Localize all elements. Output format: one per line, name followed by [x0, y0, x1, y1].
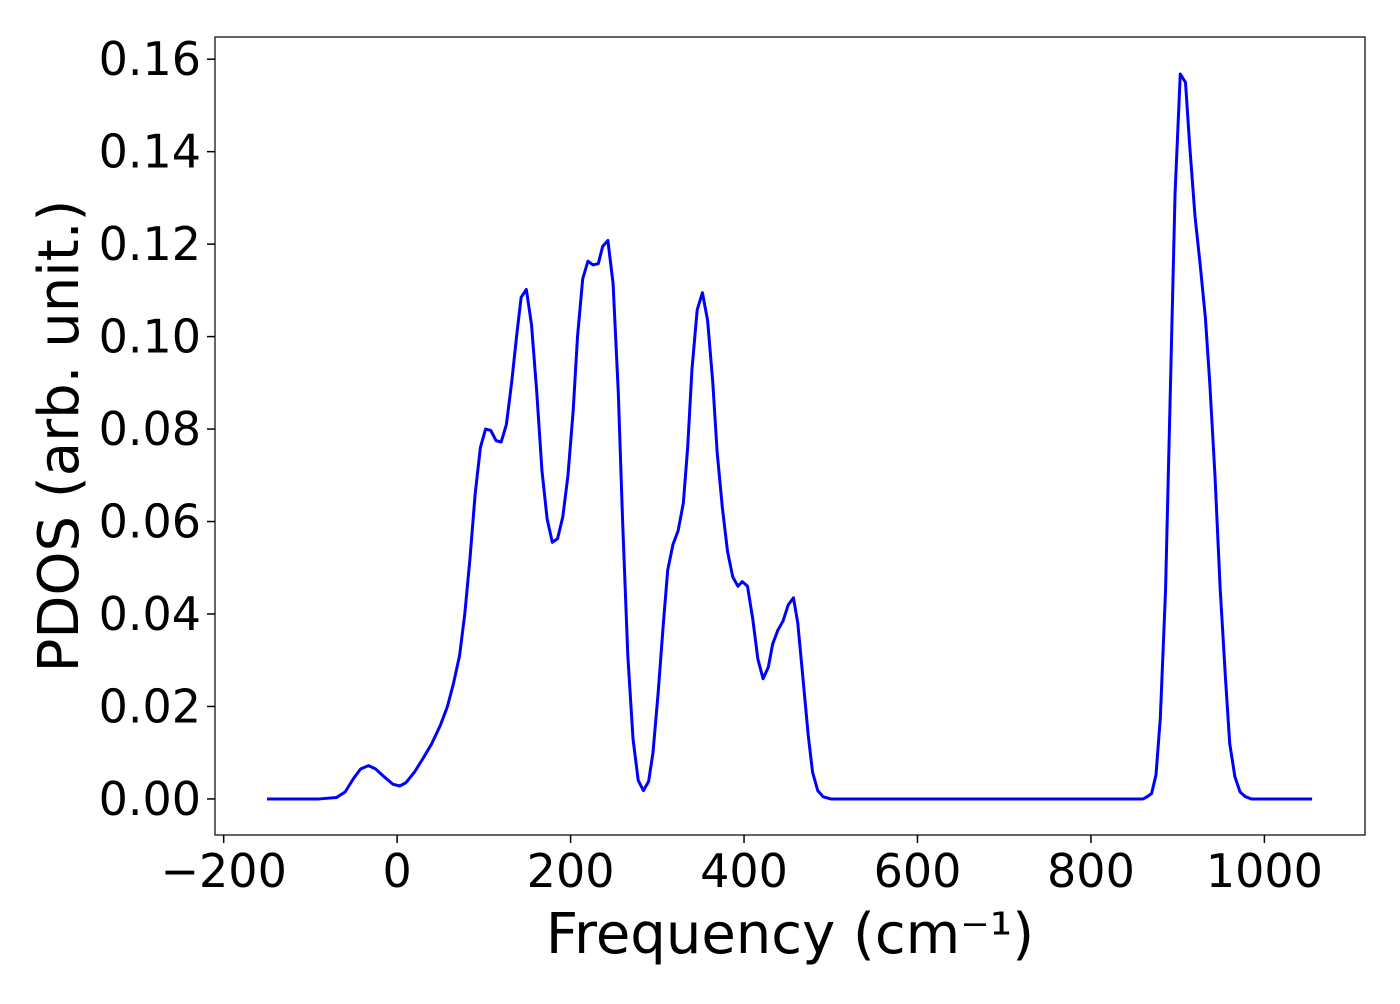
x-tick-label: −200 [161, 844, 287, 898]
x-tick-label: 200 [527, 844, 615, 898]
y-tick-label: 0.06 [99, 495, 201, 549]
y-tick-label: 0.16 [99, 32, 201, 86]
y-tick-label: 0.14 [99, 125, 201, 179]
y-axis-label: PDOS (arb. unit.) [27, 200, 92, 673]
x-tick-label: 1000 [1206, 844, 1323, 898]
x-tick-label: 600 [874, 844, 962, 898]
y-tick-label: 0.04 [99, 587, 201, 641]
plot-frame [214, 36, 1366, 836]
y-tick-label: 0.12 [99, 217, 201, 271]
x-axis-label: Frequency (cm⁻¹) [546, 902, 1034, 967]
y-tick-label: 0.00 [99, 772, 201, 826]
x-tick-label: 400 [700, 844, 788, 898]
y-tick-label: 0.02 [99, 679, 201, 733]
x-tick-label: 800 [1047, 844, 1135, 898]
y-tick-label: 0.08 [99, 402, 201, 456]
x-tick-label: 0 [382, 844, 411, 898]
y-tick-label: 0.10 [99, 310, 201, 364]
line [267, 72, 1313, 801]
